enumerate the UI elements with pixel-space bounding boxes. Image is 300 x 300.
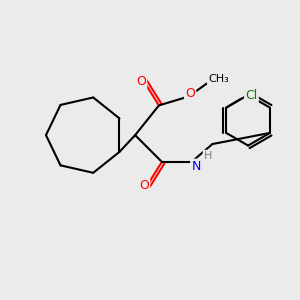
Text: O: O xyxy=(185,87,195,100)
Text: O: O xyxy=(139,179,149,192)
Text: H: H xyxy=(204,151,212,161)
Text: O: O xyxy=(136,75,146,88)
Text: CH₃: CH₃ xyxy=(208,74,229,84)
Text: Cl: Cl xyxy=(245,89,258,102)
Text: N: N xyxy=(191,160,201,173)
